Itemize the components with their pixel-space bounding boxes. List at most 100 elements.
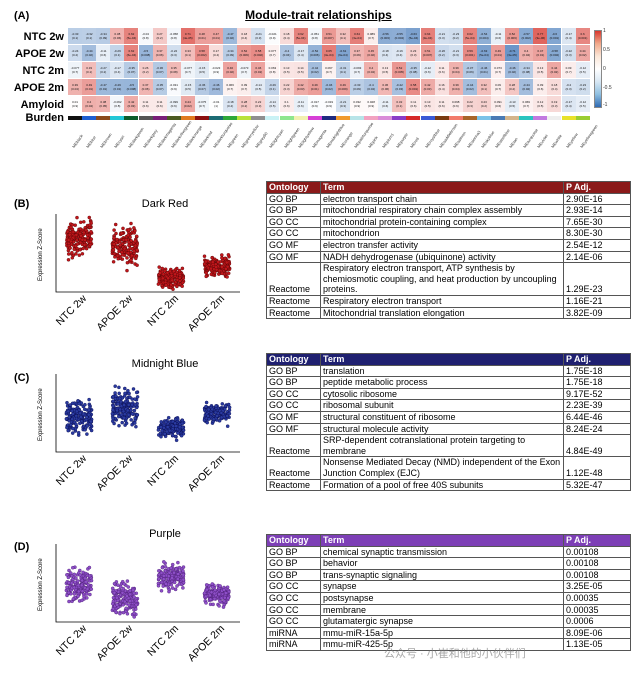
cell-correlation: -0.29: [113, 49, 121, 53]
cell-correlation: -0.4: [368, 83, 374, 87]
data-point: [128, 395, 132, 400]
cell-correlation: -0.021: [268, 32, 277, 36]
cell-pvalue: (4e-05): [183, 36, 193, 40]
module-color-swatch: [194, 116, 209, 120]
cell-correlation: 0.11: [410, 100, 417, 104]
cell-correlation: 0.22: [283, 83, 290, 87]
cell-pvalue: (0.009): [338, 87, 348, 91]
heatmap-cell: -0.46 (0.02): [321, 79, 336, 95]
cell-correlation: -0.058: [169, 32, 178, 36]
ontology-cell: Reactome: [266, 306, 321, 320]
data-point: [67, 415, 72, 419]
p-adj-cell: 4.84E-49: [563, 434, 631, 458]
ontology-cell: GO CC: [266, 215, 321, 229]
heatmap-cell: -0.33 (0.09): [350, 79, 365, 95]
data-point: [117, 423, 121, 428]
heatmap-cell: -0.63 (5e-04): [476, 45, 491, 61]
data-point: [223, 595, 227, 600]
heatmap-cell: 0.77 (3e-06): [533, 28, 548, 44]
cell-pvalue: (0.6): [283, 104, 290, 108]
data-point: [88, 239, 93, 244]
cell-correlation: -0.34: [226, 49, 234, 53]
cell-pvalue: (0.8): [170, 36, 177, 40]
cell-pvalue: (0.001): [408, 87, 419, 91]
heatmap-cell: 0.39 (0.04): [448, 79, 463, 95]
data-point: [72, 572, 77, 577]
data-point: [132, 615, 136, 619]
data-point: [125, 594, 129, 598]
data-point: [65, 585, 69, 590]
cell-pvalue: (0.7): [184, 70, 191, 74]
heatmap-cell: -0.29 (0.1): [265, 79, 280, 95]
data-point: [70, 409, 74, 413]
cell-correlation: -0.32: [85, 32, 93, 36]
cell-pvalue: (6e-04): [126, 53, 137, 57]
data-point: [125, 256, 129, 260]
module-color-swatch: [152, 116, 167, 120]
heatmap-cell: -0.01 (1): [209, 96, 224, 112]
data-point: [130, 402, 134, 407]
cell-correlation: -0.023: [211, 66, 221, 70]
p-adj-cell: 0.00035: [563, 591, 631, 605]
heatmap-cell: 0.1 (0.6): [279, 96, 294, 112]
table-row: Reactome Mitochondrial translation elonga…: [266, 306, 631, 320]
cell-correlation: -0.4: [283, 49, 290, 53]
data-point: [204, 601, 208, 605]
module-color-swatch: [265, 116, 280, 120]
heatmap-cell: -0.075 (0.7): [194, 96, 209, 112]
x-tick-label: APOE 2m: [186, 622, 228, 664]
data-point: [85, 415, 89, 419]
data-point: [164, 283, 168, 287]
data-point: [159, 589, 164, 593]
cell-pvalue: (0.02): [183, 104, 192, 108]
data-point: [226, 596, 230, 600]
heatmap-cell: -0.47 (0.01): [96, 79, 111, 95]
data-point: [68, 246, 72, 250]
data-point: [133, 243, 138, 248]
term-cell: membrane: [320, 603, 564, 617]
cell-correlation: -0.56: [381, 32, 389, 36]
table-row: GO MF electron transfer activity 2.54E-12: [266, 238, 631, 252]
data-point: [114, 231, 118, 236]
heatmap-cell: -0.21 (0.3): [335, 96, 350, 112]
heatmap-cell: -0.11 (0.6): [491, 28, 506, 44]
dot-plot-dark-red: Expression Z-Score NTC 2w APOE 2w NTC 2m APO…: [38, 214, 240, 334]
heatmap-cell: 0.52 (0.005): [392, 62, 407, 78]
cell-pvalue: (0.7): [523, 104, 530, 108]
trait-label: NTC 2m: [22, 65, 64, 77]
data-point: [120, 420, 124, 425]
cell-correlation: 0.52: [396, 66, 403, 70]
p-adj-cell: 7.65E-30: [563, 215, 631, 229]
x-tick-label: APOE 2w: [94, 292, 135, 333]
data-point: [117, 414, 121, 419]
data-point: [206, 407, 211, 412]
cell-correlation: 0.18: [551, 83, 558, 87]
module-label: MEgrey60: [254, 131, 269, 149]
cell-pvalue: (0.08): [522, 70, 531, 74]
cell-pvalue: (0.3): [565, 87, 572, 91]
data-point: [164, 420, 168, 425]
ontology-cell: GO BP: [266, 192, 321, 206]
heatmap-cell: -0.47 (0.02): [223, 28, 238, 44]
module-label: MEyellowgreen: [578, 123, 599, 149]
heatmap-cell: 0.37 (0.06): [152, 45, 167, 61]
data-point: [69, 571, 73, 575]
cell-correlation: -0.019: [324, 100, 334, 104]
dot-plot-purple: Expression Z-Score NTC 2w APOE 2w NTC 2m APO…: [38, 544, 240, 664]
term-cell: behavior: [320, 557, 564, 570]
cell-pvalue: (0.6): [382, 104, 389, 108]
data-point: [161, 577, 166, 581]
term-cell: translation: [320, 364, 564, 378]
data-point: [67, 568, 71, 573]
cell-pvalue: (0.2): [480, 104, 488, 108]
heatmap-cell: 0.091 (0.6): [491, 96, 506, 112]
module-label: MEdarkred: [197, 129, 214, 149]
data-point: [213, 270, 217, 275]
cell-correlation: -0.18: [381, 49, 389, 53]
heatmap-cell: 0.4 (0.04): [364, 62, 379, 78]
heatmap-cell: 0.39 (0.04): [448, 62, 463, 78]
cell-pvalue: (0.6): [424, 70, 431, 74]
data-point: [77, 401, 81, 406]
cell-pvalue: (0.5): [579, 104, 586, 108]
term-cell: cytosolic ribosome: [320, 387, 564, 401]
